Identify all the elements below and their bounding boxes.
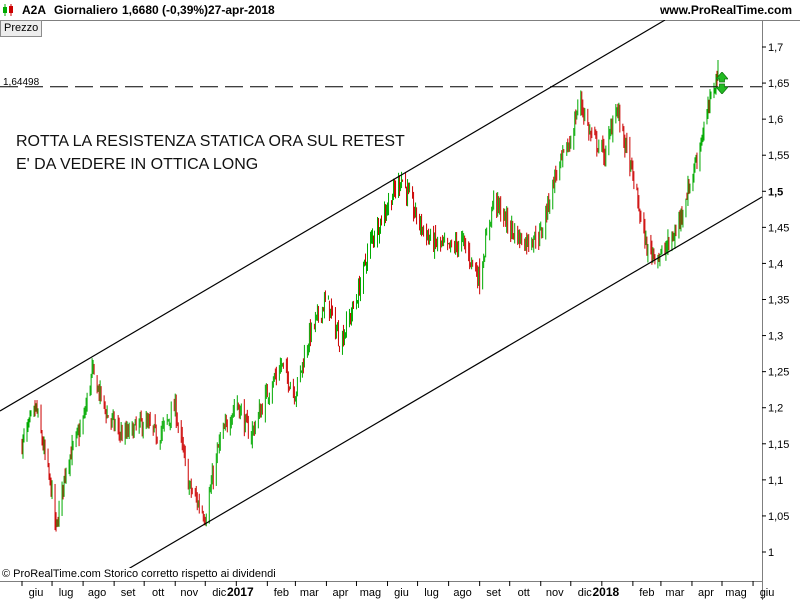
price-tick-label: 1,3 xyxy=(768,331,783,343)
date-label: 27-apr-2018 xyxy=(208,3,275,17)
time-tick-label: feb xyxy=(274,587,289,599)
ticker-symbol: A2A xyxy=(22,3,47,17)
time-tick-label: lug xyxy=(59,587,74,599)
candlestick-series xyxy=(21,59,719,532)
period-label[interactable]: Giornaliero xyxy=(54,3,119,17)
time-tick-label: feb xyxy=(639,587,654,599)
time-tick-label: set xyxy=(121,587,136,599)
price-tick-label: 1,35 xyxy=(768,295,789,307)
up-arrow-icon xyxy=(716,72,728,94)
time-tick-label: giu xyxy=(394,587,409,599)
price-axis: 1 1,05 1,1 1,15 1,2 1,25 1,3 1,35 1,4 1,45 1,5 1,55… xyxy=(762,42,789,559)
time-tick-label: apr xyxy=(698,587,714,599)
time-tick-label: ago xyxy=(88,587,106,599)
time-tick-label: ott xyxy=(518,587,530,599)
annotation-line-1: ROTTA LA RESISTENZA STATICA ORA SUL RETE… xyxy=(16,133,405,150)
price-tick-label: 1,5 xyxy=(768,186,783,198)
price-tick-label: 1,25 xyxy=(768,367,789,379)
time-tick-label: giu xyxy=(29,587,44,599)
time-tick-label: dic xyxy=(212,587,227,599)
price-tick-label: 1,7 xyxy=(768,42,783,54)
time-tick-label: lug xyxy=(424,587,439,599)
channel-upper-line[interactable] xyxy=(0,19,666,412)
candlestick-icon xyxy=(3,4,13,16)
time-tick-label: dic xyxy=(578,587,593,599)
price-tick-label: 1,6 xyxy=(768,114,783,126)
time-tick-label: nov xyxy=(546,587,564,599)
price-tick-label: 1,65 xyxy=(768,78,789,90)
time-tick-label: 2017 xyxy=(227,585,254,599)
resistance-level-label: 1,64498 xyxy=(3,77,40,88)
time-tick-label: mar xyxy=(300,587,319,599)
time-tick-label: set xyxy=(486,587,501,599)
chart-header: A2A Giornaliero 1,6680 (-0,39%) 27-apr-2… xyxy=(0,0,800,20)
time-tick-label: apr xyxy=(332,587,348,599)
time-tick-label: nov xyxy=(180,587,198,599)
time-tick-label: ago xyxy=(453,587,471,599)
website-label[interactable]: www.ProRealTime.com xyxy=(659,3,792,17)
trend-channel xyxy=(0,19,763,576)
price-tick-label: 1,05 xyxy=(768,511,789,523)
price-tick-label: 1,2 xyxy=(768,403,783,415)
channel-lower-line[interactable] xyxy=(117,196,763,576)
time-tick-label: giu xyxy=(760,587,775,599)
price-tick-label: 1,55 xyxy=(768,150,789,162)
price-tick-label: 1,15 xyxy=(768,439,789,451)
price-tick-label: 1,1 xyxy=(768,475,783,487)
time-tick-label: mag xyxy=(360,587,381,599)
copyright-note: © ProRealTime.com Storico corretto rispe… xyxy=(2,568,276,580)
price-tick-label: 1,45 xyxy=(768,222,789,234)
chart-annotation: ROTTA LA RESISTENZA STATICA ORA SUL RETE… xyxy=(16,130,405,176)
annotation-line-2: E' DA VEDERE IN OTTICA LONG xyxy=(16,156,259,173)
price-tick-label: 1 xyxy=(768,547,774,559)
price-tick-label: 1,4 xyxy=(768,258,783,270)
time-tick-label: 2018 xyxy=(592,585,619,599)
price-panel-tab[interactable]: Prezzo xyxy=(0,20,43,37)
time-tick-label: mar xyxy=(665,587,684,599)
time-tick-label: mag xyxy=(725,587,746,599)
time-axis: giu lug ago set ott nov dic 2017 feb mar apr mag giu… xyxy=(21,581,775,599)
time-tick-label: ott xyxy=(152,587,164,599)
price-change: 1,6680 (-0,39%) xyxy=(122,3,209,17)
